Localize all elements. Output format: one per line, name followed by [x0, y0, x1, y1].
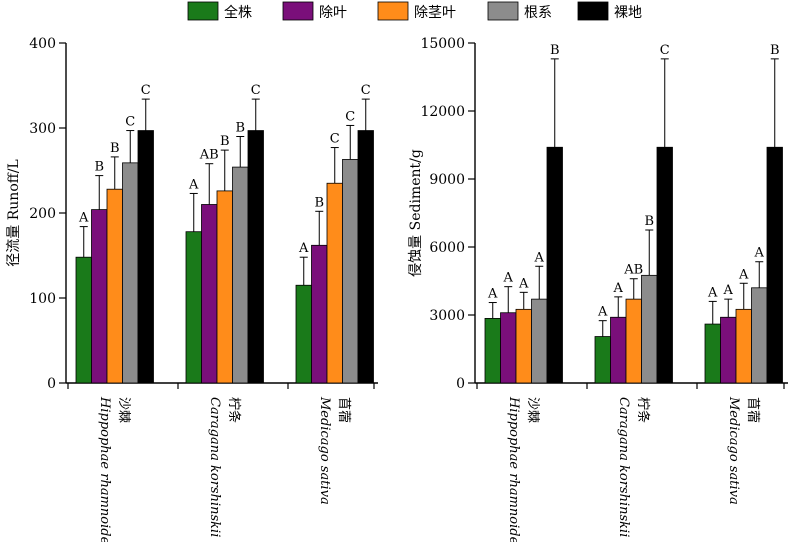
significance-letter: A	[534, 250, 545, 265]
legend-label-3: 除茎叶	[414, 5, 456, 21]
legend-swatch-3	[377, 1, 409, 21]
legend-swatch-2	[282, 1, 314, 21]
category-label-latin: Caragana korshinskii	[207, 397, 222, 537]
significance-letter: B	[94, 160, 104, 175]
category-label-latin: Caragana korshinskii	[616, 397, 631, 537]
significance-letter: B	[314, 195, 324, 210]
legend-swatch-4	[487, 1, 519, 21]
significance-letter: B	[110, 141, 120, 156]
significance-letter: A	[188, 177, 199, 192]
significance-letter: A	[597, 305, 608, 320]
y-tick-label: 3000	[429, 308, 465, 324]
category-label-cn: 沙棘	[116, 397, 131, 423]
significance-letter: B	[770, 43, 780, 58]
y-tick-label: 6000	[429, 240, 465, 256]
bar-medicago-2	[311, 244, 328, 384]
bar-caragana-4	[641, 274, 658, 384]
bar-hippophae-3	[515, 308, 532, 384]
y-tick-label: 300	[29, 121, 56, 137]
category-label-cn: 柠条	[226, 397, 242, 423]
bar-hippophae-5	[137, 130, 154, 384]
significance-letter: A	[738, 267, 749, 282]
y-tick-label: 200	[29, 206, 56, 222]
legend: 全株 除叶 除茎叶 根系 裸地	[187, 1, 642, 21]
category-label-latin: Hippophae rhamnoides	[97, 396, 112, 542]
significance-letter: B	[220, 134, 230, 149]
y-axis-label: 径流量 Runoff/L	[6, 159, 22, 266]
significance-letter: A	[518, 276, 529, 291]
legend-label-4: 根系	[524, 5, 552, 21]
category-label-latin: Medicago sativa	[317, 396, 332, 505]
legend-label-1: 全株	[224, 4, 252, 21]
bar-hippophae-4	[531, 298, 548, 384]
bar-hippophae-1	[75, 256, 92, 384]
category-label-cn: 苜蓿	[745, 397, 760, 423]
significance-letter: C	[361, 83, 371, 98]
significance-letter: AB	[199, 148, 219, 163]
significance-letter: A	[707, 285, 718, 300]
y-axis-label: 侵蚀量 Sediment/g	[407, 149, 424, 277]
bar-hippophae-3	[106, 188, 123, 384]
significance-letter: A	[754, 246, 765, 261]
bar-caragana-1	[185, 231, 202, 384]
bar-medicago-2	[720, 316, 737, 384]
bar-caragana-2	[610, 316, 627, 384]
y-tick-label: 15000	[420, 36, 465, 52]
bar-medicago-5	[766, 146, 783, 384]
significance-letter: A	[487, 287, 498, 302]
y-tick-label: 12000	[420, 104, 465, 120]
bar-caragana-4	[232, 166, 249, 384]
y-tick-label: 0	[456, 376, 465, 392]
bar-caragana-1	[594, 336, 611, 384]
bar-hippophae-1	[484, 317, 501, 384]
significance-letter: C	[141, 83, 151, 98]
bar-medicago-3	[735, 308, 752, 384]
bar-caragana-5	[247, 130, 264, 384]
significance-letter: B	[550, 43, 560, 58]
bar-hippophae-5	[546, 146, 563, 384]
bar-hippophae-4	[122, 162, 139, 384]
significance-letter: C	[345, 109, 355, 124]
category-label-cn: 沙棘	[525, 397, 540, 423]
y-tick-label: 400	[29, 36, 56, 52]
bar-medicago-3	[326, 182, 343, 384]
y-tick-label: 9000	[429, 172, 465, 188]
significance-letter: AB	[623, 263, 643, 278]
legend-label-5: 裸地	[614, 5, 642, 21]
significance-letter: A	[78, 211, 89, 226]
bar-medicago-4	[751, 287, 768, 384]
bar-hippophae-2	[91, 209, 108, 384]
significance-letter: A	[298, 241, 309, 256]
category-label-cn: 苜蓿	[336, 397, 351, 423]
significance-letter: A	[613, 281, 624, 296]
legend-swatch-5	[577, 1, 609, 21]
bar-medicago-1	[704, 323, 721, 384]
significance-letter: C	[330, 132, 340, 147]
legend-swatch-1	[187, 1, 219, 21]
bar-medicago-5	[357, 130, 374, 384]
bar-hippophae-2	[500, 312, 517, 384]
category-label-cn: 柠条	[635, 397, 651, 423]
bar-medicago-1	[295, 284, 312, 384]
significance-letter: B	[644, 214, 654, 229]
y-tick-label: 100	[29, 291, 56, 307]
significance-letter: C	[125, 115, 135, 130]
legend-label-2: 除叶	[319, 5, 347, 21]
y-tick-label: 0	[47, 376, 56, 392]
significance-letter: A	[503, 271, 514, 286]
bar-caragana-2	[201, 204, 218, 384]
significance-letter: C	[660, 43, 670, 58]
significance-letter: B	[235, 121, 245, 136]
bar-caragana-3	[625, 298, 642, 384]
significance-letter: C	[251, 83, 261, 98]
bar-caragana-3	[216, 190, 233, 384]
significance-letter: A	[723, 283, 734, 298]
bar-caragana-5	[656, 146, 673, 384]
category-label-latin: Medicago sativa	[726, 396, 741, 505]
category-label-latin: Hippophae rhamnoides	[506, 396, 521, 542]
bar-medicago-4	[342, 159, 359, 384]
